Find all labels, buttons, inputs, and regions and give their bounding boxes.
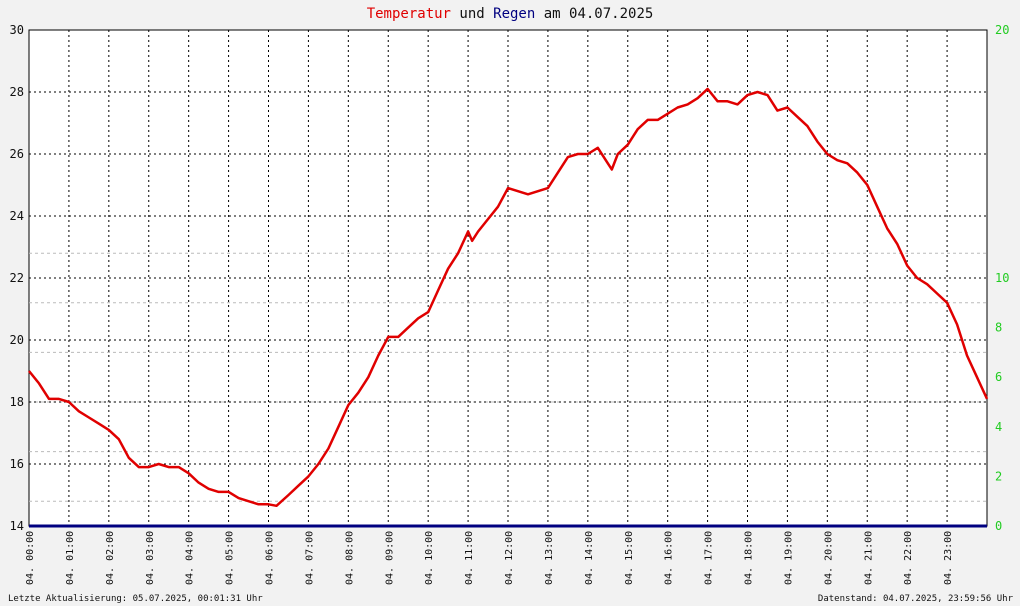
plot-area — [28, 29, 988, 527]
x-tick-label: 04. 01:00 — [65, 531, 76, 585]
y-left-tick-label: 18 — [10, 395, 24, 409]
y-right-tick-label: 6 — [995, 370, 1002, 384]
y-left-tick-label: 24 — [10, 209, 24, 223]
y-axis-right: 0 2 4 6 8 10 20 — [995, 23, 1009, 533]
x-axis: 04. 00:00 04. 01:00 04. 02:00 04. 03:00 04. … — [25, 531, 954, 585]
y-right-tick-label: 20 — [995, 23, 1009, 37]
x-tick-label: 04. 19:00 — [783, 531, 794, 585]
x-tick-label: 04. 09:00 — [384, 531, 395, 585]
y-left-tick-label: 20 — [10, 333, 24, 347]
x-tick-label: 04. 20:00 — [823, 531, 834, 585]
y-right-tick-label: 10 — [995, 271, 1009, 285]
series-layer — [28, 87, 989, 528]
x-tick-label: 04. 12:00 — [504, 531, 515, 585]
y-left-tick-label: 16 — [10, 457, 24, 471]
y-left-tick-label: 28 — [10, 85, 24, 99]
title-date: am 04.07.2025 — [535, 6, 653, 22]
x-tick-label: 04. 16:00 — [664, 531, 675, 585]
y-right-tick-label: 8 — [995, 321, 1002, 335]
x-tick-label: 04. 14:00 — [584, 531, 595, 585]
y-right-tick-label: 4 — [995, 420, 1002, 434]
title-und: und — [451, 6, 493, 22]
x-tick-label: 04. 21:00 — [863, 531, 874, 585]
x-tick-label: 04. 05:00 — [225, 531, 236, 585]
title-rain: Regen — [493, 6, 535, 22]
footer-last-update: Letzte Aktualisierung: 05.07.2025, 00:01… — [8, 594, 263, 604]
x-tick-label: 04. 11:00 — [464, 531, 475, 585]
x-tick-label: 04. 03:00 — [145, 531, 156, 585]
x-tick-label: 04. 23:00 — [943, 531, 954, 585]
x-tick-label: 04. 06:00 — [265, 531, 276, 585]
y-right-tick-label: 0 — [995, 519, 1002, 533]
temperature-line — [28, 87, 989, 508]
y-right-tick-label: 2 — [995, 469, 1002, 483]
x-tick-label: 04. 08:00 — [344, 531, 355, 585]
x-tick-label: 04. 17:00 — [704, 531, 715, 585]
y-left-tick-label: 22 — [10, 271, 24, 285]
y-left-tick-label: 30 — [10, 23, 24, 37]
x-tick-label: 04. 22:00 — [903, 531, 914, 585]
title-temperature: Temperatur — [367, 6, 451, 22]
x-tick-label: 04. 18:00 — [744, 531, 755, 585]
y-axis-left: 14 16 18 20 22 24 26 28 30 — [10, 23, 24, 533]
y-left-tick-label: 26 — [10, 147, 24, 161]
x-tick-label: 04. 10:00 — [424, 531, 435, 585]
x-tick-label: 04. 00:00 — [25, 531, 36, 585]
x-tick-label: 04. 02:00 — [105, 531, 116, 585]
chart-title: Temperatur und Regen am 04.07.2025 — [367, 6, 654, 22]
x-tick-label: 04. 07:00 — [304, 531, 315, 585]
y-left-tick-label: 14 — [10, 519, 24, 533]
footer-data-status: Datenstand: 04.07.2025, 23:59:56 Uhr — [818, 594, 1014, 604]
x-tick-label: 04. 15:00 — [624, 531, 635, 585]
x-tick-label: 04. 13:00 — [544, 531, 555, 585]
x-tick-label: 04. 04:00 — [185, 531, 196, 585]
